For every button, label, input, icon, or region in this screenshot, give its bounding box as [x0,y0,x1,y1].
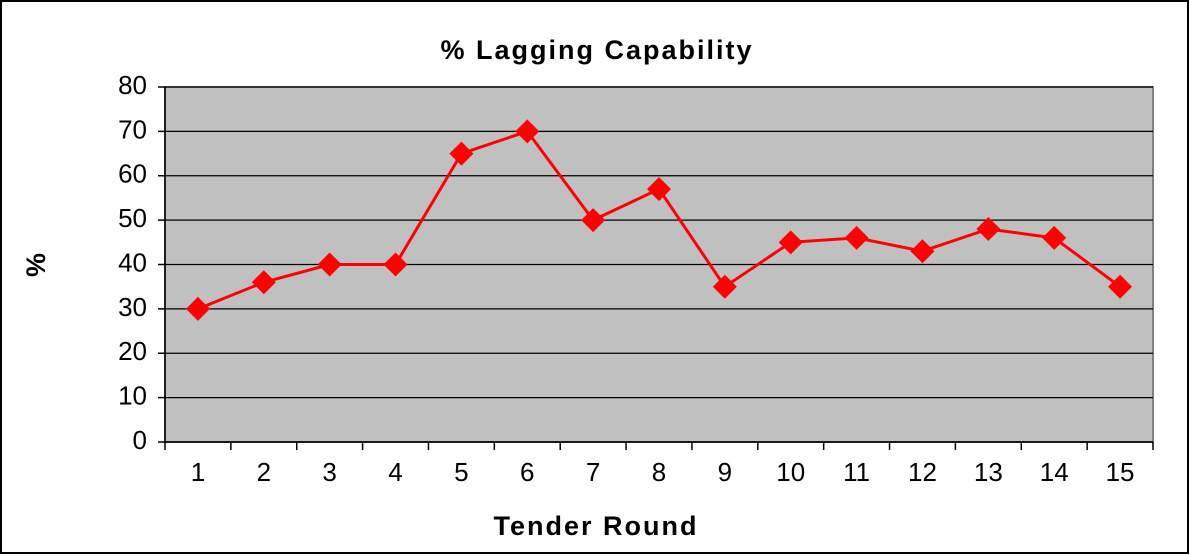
x-tick-label: 7 [586,457,600,487]
x-tick-label: 9 [718,457,732,487]
data-point [251,270,276,295]
x-axis-title: Tender Round [494,511,699,541]
x-tick-label: 13 [974,457,1003,487]
x-tick-label: 4 [388,457,402,487]
data-point [515,119,540,144]
x-tick-label: 11 [843,457,870,487]
y-tick-label: 80 [118,70,147,100]
y-tick-label: 50 [118,203,147,233]
x-tick-label: 14 [1040,457,1069,487]
y-tick-label: 0 [133,425,147,455]
data-point [581,208,606,233]
y-axis-title: % [21,253,51,277]
data-point [317,252,342,277]
y-tick-label: 60 [118,159,147,189]
data-point [1042,225,1067,250]
x-tick-label: 5 [454,457,468,487]
data-point [383,252,408,277]
y-tick-label: 10 [118,381,147,411]
y-tick-label: 70 [118,114,147,144]
y-tick-label: 20 [118,336,147,366]
data-point [778,230,803,255]
chart-title: % Lagging Capability [440,35,753,65]
x-tick-label: 8 [652,457,666,487]
x-tick-label: 6 [520,457,534,487]
x-tick-label: 15 [1106,457,1135,487]
data-point [712,274,737,299]
data-point [1108,274,1133,299]
data-point [449,141,474,166]
y-tick-label: 30 [118,292,147,322]
x-tick-label: 12 [908,457,937,487]
y-tick-label: 40 [118,247,147,277]
data-point [185,296,210,321]
data-point [647,177,671,202]
data-point [976,217,1001,241]
data-point [844,225,869,250]
x-tick-label: 3 [322,457,336,487]
x-tick-label: 10 [776,457,805,487]
x-tick-label: 1 [191,457,205,487]
x-tick-label: 2 [257,457,271,487]
data-point [910,239,935,264]
